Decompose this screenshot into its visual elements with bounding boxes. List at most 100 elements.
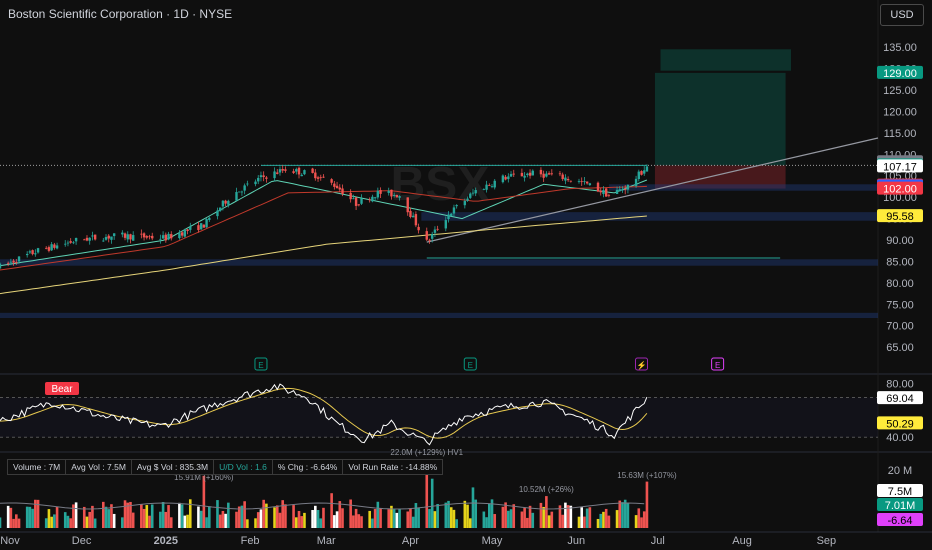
candle-body: [615, 189, 619, 195]
volume-bar: [322, 507, 325, 528]
volume-bar: [314, 505, 317, 528]
candle-body: [47, 247, 51, 251]
signal-badge-label: Bear: [51, 384, 73, 395]
candle-body: [333, 183, 336, 187]
candle-body: [145, 236, 148, 238]
volume-bar: [82, 506, 86, 528]
volume-bar: [34, 499, 37, 528]
stat-vol-run-rate: Vol Run Rate : -14.88%: [348, 462, 438, 472]
candle-body: [634, 178, 638, 187]
volume-bar: [392, 509, 396, 528]
volume-label-box: [877, 484, 923, 497]
candle-body: [322, 176, 325, 178]
volume-bar: [12, 518, 15, 528]
zone-stop: [654, 165, 786, 189]
volume-bar: [121, 517, 124, 528]
volume-bar: [409, 508, 412, 528]
volume-bar: [333, 515, 336, 528]
price-label-box: [877, 159, 923, 173]
volume-bar: [297, 511, 301, 528]
candle-body: [490, 186, 494, 187]
volume-stats-bar: Volume : 7M Avg Vol : 7.5M Avg $ Vol : 8…: [7, 459, 444, 475]
volume-bar: [235, 511, 238, 528]
volume-bar: [645, 481, 649, 528]
signal-badge: [45, 382, 79, 395]
volume-bar: [376, 501, 380, 528]
zone-support: [608, 184, 878, 191]
currency-button[interactable]: USD: [880, 4, 924, 26]
volume-bar: [493, 514, 497, 528]
volume-bar: [126, 502, 130, 528]
volume-bar: [539, 502, 543, 528]
candle-body: [303, 170, 306, 175]
volume-bar: [208, 506, 211, 528]
symbol-title[interactable]: Boston Scientific Corporation · 1D · NYS…: [8, 7, 233, 21]
candle-body: [577, 181, 581, 182]
volume-bar: [640, 517, 643, 528]
volume-bar: [452, 509, 456, 528]
candle-body: [482, 189, 486, 190]
candle-body: [531, 170, 534, 176]
candle-body: [431, 233, 434, 239]
candle-body: [292, 171, 295, 173]
volume-bar: [379, 508, 382, 528]
candle-body: [463, 200, 467, 206]
candle-body: [645, 166, 649, 172]
volume-label-box: [877, 498, 923, 511]
volume-bar: [164, 511, 168, 528]
volume-bar: [53, 514, 56, 528]
candle-body: [45, 247, 48, 249]
volume-bar: [148, 515, 151, 528]
volume-bar: [335, 511, 339, 528]
trendline: [426, 137, 879, 243]
candle-body: [436, 228, 439, 230]
candle-body: [170, 234, 173, 239]
price-axis-tick: 120.00: [883, 106, 917, 118]
volume-bar: [216, 500, 219, 528]
volume-bar: [398, 509, 401, 528]
candle-body: [354, 197, 358, 206]
volume-annotation: 10.52M (+26%): [519, 485, 574, 494]
candle-body: [205, 218, 208, 228]
candle-body: [428, 239, 431, 241]
candle-body: [406, 197, 409, 213]
candle-body: [273, 171, 276, 179]
volume-bar: [246, 519, 249, 528]
zone-support: [0, 259, 878, 266]
volume-bar: [180, 504, 184, 528]
volume-bar: [44, 518, 48, 528]
candle-body: [493, 180, 496, 188]
rsi-ma-line: [0, 387, 648, 439]
volume-bar: [471, 487, 475, 528]
volume-bar: [566, 505, 570, 528]
volume-bar: [85, 516, 89, 528]
volume-bar: [490, 499, 494, 528]
time-axis-tick: 2025: [154, 535, 178, 547]
time-axis-tick: May: [482, 535, 503, 547]
volume-bar: [602, 511, 605, 528]
candle-body: [224, 200, 227, 204]
volume-bar: [178, 502, 181, 528]
volume-bar: [507, 510, 510, 528]
rsi-label: 69.04: [886, 393, 914, 405]
candle-body: [330, 179, 333, 183]
volume-bar: [436, 503, 439, 528]
candle-body: [447, 214, 450, 219]
volume-bar: [618, 500, 622, 528]
candle-body: [604, 188, 608, 197]
candle-body: [183, 229, 187, 237]
volume-bar: [542, 506, 545, 528]
volume-bar: [550, 511, 554, 528]
candle-body: [566, 179, 570, 181]
candle-body: [25, 253, 29, 256]
candle-body: [643, 170, 646, 174]
volume-bar: [284, 504, 287, 528]
volume-bar: [425, 470, 429, 528]
volume-bar: [265, 503, 268, 528]
volume-bar: [528, 505, 532, 528]
candle-body: [469, 193, 472, 198]
volume-bar: [482, 511, 486, 528]
volume-ma-line: [0, 502, 645, 510]
candle-body: [69, 241, 72, 243]
